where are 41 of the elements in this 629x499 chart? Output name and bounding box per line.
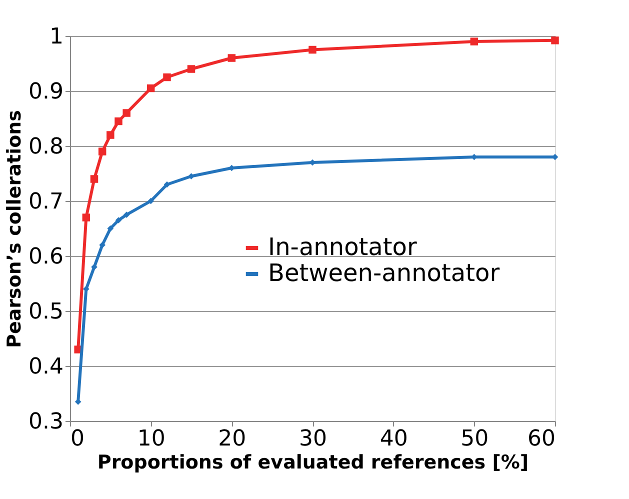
point	[187, 65, 196, 73]
y-tick-label: 1	[50, 24, 64, 50]
point	[114, 117, 122, 126]
x-axis-title: Proportions of evaluated references [%]	[97, 452, 529, 474]
point	[122, 109, 130, 117]
point	[115, 217, 122, 224]
point	[74, 398, 82, 405]
y-tick-label: 0.6	[28, 244, 64, 270]
point	[90, 175, 98, 183]
point	[164, 181, 170, 188]
legend-label: In-annotator	[268, 233, 417, 261]
point	[228, 54, 236, 62]
point	[308, 46, 316, 54]
point	[163, 73, 171, 82]
point	[228, 164, 235, 172]
point	[82, 214, 90, 222]
x-tick-label: 40	[380, 426, 408, 452]
legend-label: Between-annotator	[268, 259, 500, 287]
point	[551, 36, 559, 44]
x-tick-label: 60	[528, 426, 556, 452]
y-axis-title: Pearson’s collerations	[4, 110, 26, 348]
y-tick-label: 0.9	[28, 80, 64, 104]
point	[107, 225, 114, 232]
point	[91, 264, 98, 270]
x-tick-label: 0	[70, 426, 84, 452]
y-tick-label: 0.7	[28, 190, 64, 214]
point	[98, 148, 106, 156]
y-tick-label: 0.4	[28, 354, 64, 380]
y-tick-label: 0.3	[28, 410, 64, 434]
point	[123, 212, 130, 218]
point	[99, 242, 106, 248]
x-tick-label: 10	[137, 426, 166, 452]
x-tick-label: 20	[218, 426, 246, 452]
x-tick-label: 50	[460, 426, 489, 452]
y-tick-label: 0.5	[28, 300, 64, 324]
point	[470, 38, 478, 46]
point	[148, 198, 154, 204]
y-tick-label: 0.8	[28, 134, 64, 160]
x-tick-label: 30	[299, 426, 327, 452]
point	[106, 131, 114, 139]
point	[146, 84, 155, 92]
